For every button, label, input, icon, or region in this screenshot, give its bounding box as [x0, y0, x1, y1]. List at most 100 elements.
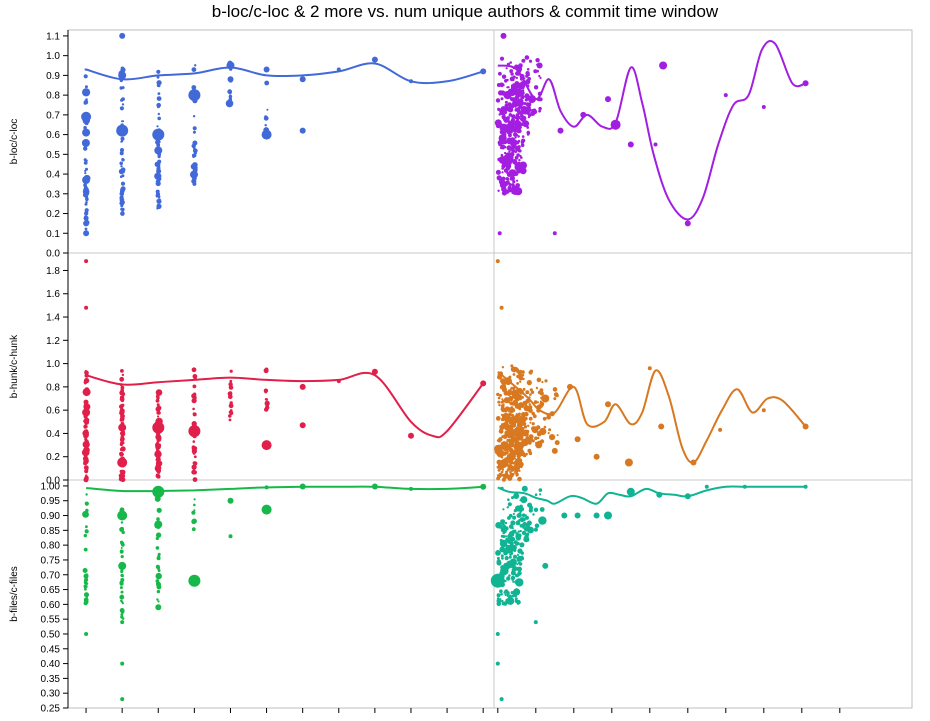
data-point: [511, 148, 515, 152]
data-point: [505, 546, 509, 551]
data-point: [536, 431, 542, 437]
chart-title: b-loc/c-loc & 2 more vs. num unique auth…: [211, 2, 719, 21]
data-point: [118, 561, 127, 570]
data-point: [85, 582, 89, 585]
data-point: [504, 535, 508, 538]
data-point: [520, 507, 525, 512]
data-point: [120, 661, 125, 666]
data-point: [120, 411, 124, 415]
data-point: [516, 382, 519, 385]
data-point: [556, 434, 559, 437]
data-point: [521, 135, 525, 138]
data-point: [495, 632, 500, 636]
data-point: [121, 103, 125, 106]
data-point: [507, 122, 513, 127]
data-point: [504, 579, 507, 583]
data-point: [84, 382, 87, 385]
data-point: [501, 572, 504, 575]
data-point: [511, 567, 516, 573]
data-point: [85, 493, 88, 496]
data-point: [264, 80, 270, 86]
data-point: [524, 432, 529, 437]
data-point: [84, 259, 89, 264]
data-point: [517, 530, 520, 533]
data-point: [515, 76, 519, 79]
data-point: [520, 556, 525, 561]
data-point: [513, 444, 519, 450]
data-point: [121, 373, 125, 377]
data-point: [157, 159, 162, 164]
data-point: [504, 521, 508, 525]
data-point: [517, 394, 522, 399]
data-point: [82, 440, 90, 448]
data-point: [156, 461, 160, 466]
data-point: [229, 411, 234, 415]
data-point: [533, 69, 538, 74]
data-point: [82, 568, 88, 573]
data-point: [510, 120, 513, 123]
data-point: [83, 74, 88, 79]
data-point: [501, 602, 505, 606]
data-point: [507, 443, 511, 447]
data-point: [516, 453, 521, 459]
data-point: [511, 578, 514, 581]
data-point: [120, 547, 123, 549]
data-point: [506, 596, 515, 605]
data-point: [121, 530, 125, 535]
data-point: [116, 124, 129, 137]
data-point: [508, 513, 513, 518]
data-point: [761, 105, 766, 109]
data-point: [529, 421, 532, 424]
data-point: [512, 591, 518, 596]
data-point: [82, 88, 91, 97]
data-point: [85, 445, 89, 449]
data-point: [497, 189, 500, 192]
data-point: [605, 96, 611, 103]
data-point: [514, 150, 518, 154]
data-point: [525, 398, 530, 403]
data-point: [537, 440, 543, 446]
data-point: [593, 512, 600, 519]
data-point: [265, 398, 269, 401]
data-point: [499, 598, 502, 601]
data-point: [84, 582, 87, 585]
data-point: [154, 520, 163, 529]
data-point: [120, 181, 126, 186]
data-point: [512, 580, 515, 583]
data-point: [518, 562, 523, 566]
data-point: [84, 305, 89, 310]
data-point: [510, 433, 514, 437]
data-point: [497, 157, 501, 162]
data-point: [505, 106, 511, 112]
data-point: [500, 106, 506, 112]
data-point: [520, 496, 528, 504]
data-point: [83, 601, 88, 606]
data-point: [521, 530, 527, 536]
data-point: [156, 96, 162, 101]
data-point: [516, 520, 520, 524]
y-tick-label: 0.45: [41, 644, 61, 655]
data-point: [155, 604, 162, 611]
data-point: [496, 559, 502, 564]
data-point: [157, 569, 161, 572]
data-point: [524, 522, 528, 527]
data-point: [84, 85, 88, 89]
data-point: [84, 529, 89, 534]
y-tick-label: 0.50: [41, 629, 61, 640]
data-point: [497, 231, 502, 236]
data-point: [512, 399, 519, 406]
data-point: [156, 517, 160, 521]
data-point: [120, 385, 125, 390]
data-point: [508, 595, 512, 599]
data-point: [509, 439, 513, 443]
data-point: [263, 66, 270, 73]
data-point: [192, 126, 197, 131]
data-point: [529, 369, 534, 373]
data-point: [527, 424, 530, 427]
data-point: [506, 576, 511, 581]
data-point: [517, 107, 521, 111]
y-tick-label: 0.2: [46, 209, 60, 220]
data-point: [519, 154, 522, 158]
data-point: [496, 392, 500, 397]
data-point: [120, 616, 124, 619]
